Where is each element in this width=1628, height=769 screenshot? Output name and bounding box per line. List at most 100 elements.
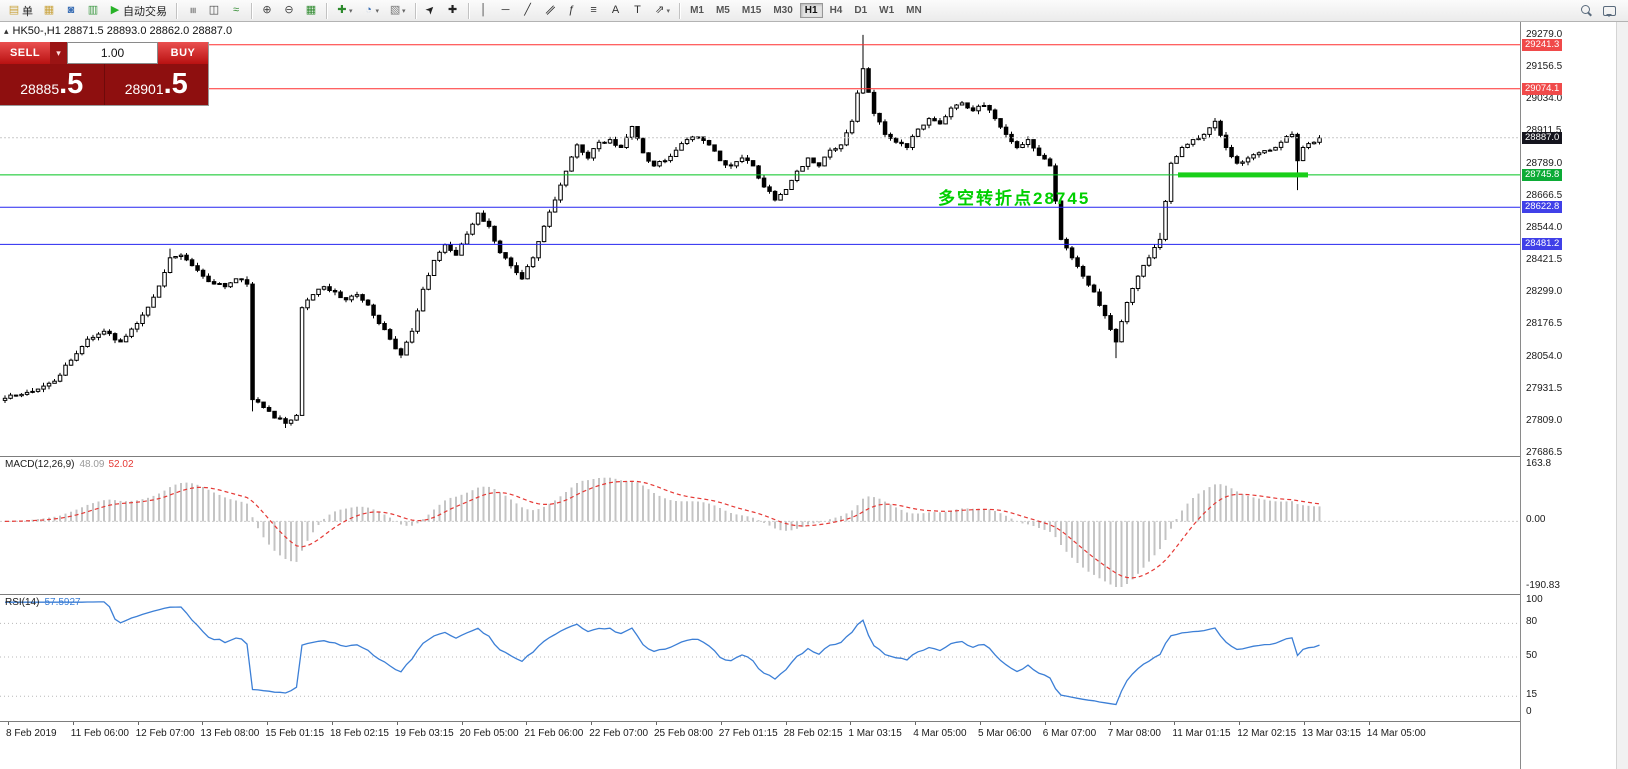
line-chart-button[interactable]: ≈ xyxy=(226,2,246,20)
rsi-label: RSI(14) 57.5927 xyxy=(5,597,81,608)
shapes-button[interactable]: ≡ xyxy=(584,2,604,20)
price-axis-label: 28054.0 xyxy=(1526,350,1563,362)
price-axis-label: 28789.0 xyxy=(1526,157,1563,169)
crosshair-button[interactable]: ✚ xyxy=(443,2,463,20)
price-axis-label: 27686.5 xyxy=(1526,447,1563,459)
time-axis-label: 1 Mar 03:15 xyxy=(848,728,902,739)
panel-collapse-icon[interactable]: ▴ xyxy=(4,25,9,36)
timeframe-w1[interactable]: W1 xyxy=(879,5,895,16)
time-tick xyxy=(526,722,528,725)
rsi-chart-canvas[interactable] xyxy=(0,595,1520,721)
rsi-axis-label: 15 xyxy=(1526,689,1538,701)
time-tick xyxy=(8,722,9,725)
vertical-line-button[interactable]: │ xyxy=(474,2,494,20)
trendline-button[interactable]: ╱ xyxy=(518,2,538,20)
arrows-button[interactable]: ⇗ ▾ xyxy=(650,2,675,20)
fibonacci-icon: ƒ xyxy=(568,4,575,16)
price-axis-label: 28421.5 xyxy=(1526,254,1563,266)
toolbar-separator xyxy=(176,2,177,19)
fibonacci-button[interactable]: ƒ xyxy=(562,2,582,20)
add-chart-button[interactable]: ✚ ▾ xyxy=(332,2,357,20)
autotrading-button[interactable]: ▶ 自动交易 xyxy=(105,2,171,20)
line-chart-icon: ≈ xyxy=(232,4,240,16)
price-tag[interactable]: 28622.8 xyxy=(1522,201,1563,214)
time-tick xyxy=(1304,722,1305,725)
time-tick xyxy=(720,722,722,725)
timeframe-m5[interactable]: M5 xyxy=(715,5,730,16)
price-tag[interactable]: 28481.2 xyxy=(1522,238,1563,251)
volume-dropdown-button[interactable]: ▾ xyxy=(50,42,67,64)
price-axis-label: 27809.0 xyxy=(1526,414,1563,426)
chat-button[interactable] xyxy=(1599,2,1620,20)
horizontal-line-button[interactable]: ─ xyxy=(496,2,516,20)
zoom-in-button[interactable]: ⊕ xyxy=(257,2,277,20)
price-chart-canvas[interactable] xyxy=(0,22,1520,456)
timeframe-d1[interactable]: D1 xyxy=(854,5,868,16)
rsi-axis-label: 0 xyxy=(1526,706,1532,717)
zoom-out-icon: ⊖ xyxy=(284,4,294,16)
zoom-out-button[interactable]: ⊖ xyxy=(279,2,299,20)
price-axis[interactable]: 29279.0 29156.5 29034.0 28911.5 28789.0 28666… xyxy=(1520,22,1616,769)
new-order-button[interactable]: ▤ 单 xyxy=(4,2,37,20)
channel-button[interactable]: ∥ xyxy=(540,2,560,20)
price-pane[interactable]: ▴ HK50-,H1 28871.5 28893.0 28862.0 28887… xyxy=(0,22,1520,456)
timeframe-m30[interactable]: M30 xyxy=(773,5,793,16)
sell-price[interactable]: 28885 .5 xyxy=(0,64,105,105)
arrows-icon: ⇗ xyxy=(654,4,665,16)
time-axis[interactable]: 8 Feb 2019 11 Feb 06:00 12 Feb 07:00 13 Feb… xyxy=(0,721,1520,741)
buy-price[interactable]: 28901 .5 xyxy=(105,64,209,105)
price-tag[interactable]: 29241.3 xyxy=(1522,38,1563,51)
timeframe-h4[interactable]: H4 xyxy=(829,5,843,16)
price-axis-label: 28666.5 xyxy=(1526,189,1563,201)
autotrading-icon: ▶ xyxy=(110,4,120,16)
volume-input[interactable]: 1.00 xyxy=(67,42,158,64)
label-button[interactable]: T xyxy=(628,2,648,20)
add-chart-dropdown-icon: ▾ xyxy=(349,7,353,15)
vertical-line-icon: │ xyxy=(480,4,487,16)
macd-chart-canvas[interactable] xyxy=(0,457,1520,594)
chart-column: ▴ HK50-,H1 28871.5 28893.0 28862.0 28887… xyxy=(0,22,1520,769)
bar-chart-button[interactable]: ≡ xyxy=(182,2,202,20)
timeframe-mn[interactable]: MN xyxy=(906,5,922,16)
search-button[interactable] xyxy=(1577,2,1597,20)
buy-button[interactable]: BUY xyxy=(158,42,208,64)
buy-price-int: 28901 xyxy=(124,80,164,97)
time-axis-label: 19 Feb 03:15 xyxy=(394,728,454,739)
price-tag[interactable]: 28887.0 xyxy=(1522,131,1563,144)
vertical-scrollbar[interactable] xyxy=(1616,22,1628,769)
text-button[interactable]: A xyxy=(606,2,626,20)
annotation-text[interactable]: 多空转折点28745 xyxy=(938,189,1091,208)
time-tick xyxy=(591,722,593,725)
navigator-button[interactable]: ▥ xyxy=(83,2,103,20)
timeframe-m15[interactable]: M15 xyxy=(741,5,762,16)
price-tag[interactable]: 29074.1 xyxy=(1522,82,1563,95)
cursor-button[interactable]: ➤ xyxy=(421,2,441,20)
template-button[interactable]: ▧ ▾ xyxy=(385,2,410,20)
candlestick-chart-button[interactable]: ◫ xyxy=(204,2,224,20)
period-selector-button[interactable]: ◔ ▾ xyxy=(359,2,384,20)
time-axis-label: 12 Feb 07:00 xyxy=(135,728,195,739)
macd-pane[interactable]: MACD(12,26,9) 48.09 52.02 xyxy=(0,456,1520,594)
time-tick xyxy=(1044,722,1046,725)
template-icon: ▧ xyxy=(389,4,401,16)
toolbar-separator xyxy=(467,2,469,19)
macd-axis-label: 0.00 xyxy=(1526,514,1546,526)
timeframe-m1[interactable]: M1 xyxy=(690,5,704,16)
price-tag[interactable]: 28745.8 xyxy=(1522,168,1563,181)
timeframe-h1[interactable]: H1 xyxy=(799,3,823,18)
time-tick xyxy=(785,722,787,725)
text-icon: A xyxy=(611,4,620,16)
time-tick xyxy=(137,722,139,725)
time-axis-label: 11 Feb 06:00 xyxy=(70,728,129,739)
rsi-pane[interactable]: RSI(14) 57.5927 xyxy=(0,594,1520,721)
market-watch-button[interactable]: ▦ xyxy=(39,2,59,20)
tile-windows-button[interactable]: ▦ xyxy=(301,2,321,20)
price-axis-label: 29279.0 xyxy=(1526,28,1563,40)
one-click-trade-panel: SELL ▾ 1.00 BUY 28885 .5 28901 .5 xyxy=(0,42,209,106)
time-axis-label: 13 Feb 08:00 xyxy=(200,728,260,739)
bar-chart-icon: ≡ xyxy=(186,7,199,14)
time-tick xyxy=(980,722,981,725)
data-window-button[interactable]: ◙ xyxy=(61,2,81,20)
sell-button[interactable]: SELL xyxy=(0,42,50,64)
